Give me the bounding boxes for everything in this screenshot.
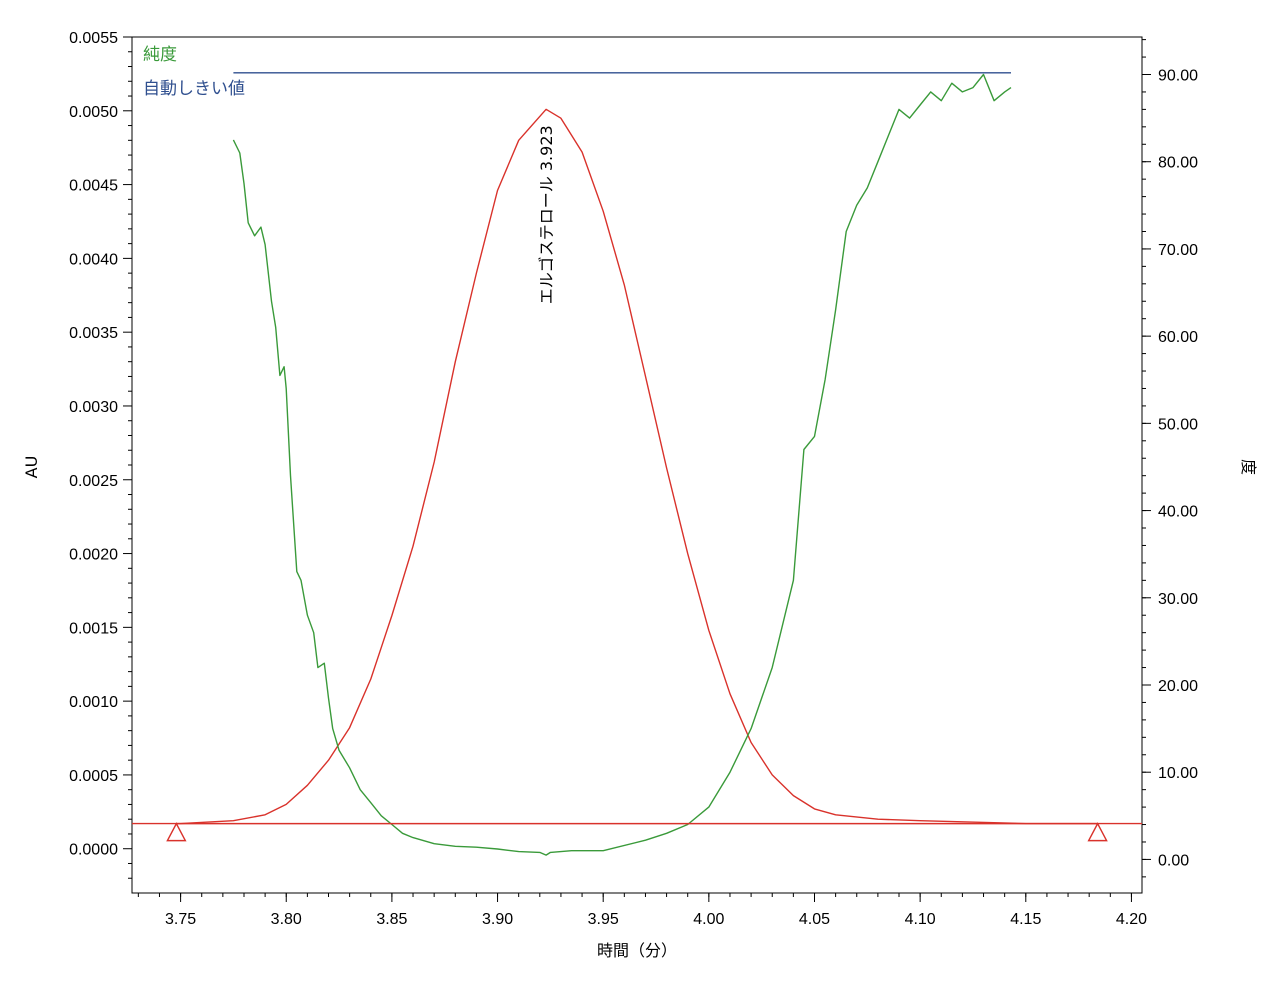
series-layer: [132, 72, 1142, 856]
y-left-tick-label: 0.0040: [69, 251, 118, 268]
y-right-tick-label: 20.00: [1158, 678, 1198, 695]
y-right-tick-label: 60.00: [1158, 329, 1198, 346]
y-left-tick-label: 0.0020: [69, 547, 118, 564]
y-left-tick-label: 0.0025: [69, 473, 118, 490]
legend-threshold-label: 自動しきい値: [143, 79, 245, 99]
series-line-0: [132, 108, 1142, 825]
x-tick-label: 4.20: [1116, 911, 1147, 928]
y-left-tick-label: 0.0000: [69, 842, 118, 859]
x-tick-label: 4.05: [799, 911, 830, 928]
y-left-tick-label: 0.0010: [69, 694, 118, 711]
y-left-tick-label: 0.0055: [69, 30, 118, 47]
y-left-tick-label: 0.0015: [69, 620, 118, 637]
y-left-axis-title: AU: [22, 456, 41, 479]
y-left-tick-label: 0.0050: [69, 104, 118, 121]
y-right-tick-label: 70.00: [1158, 242, 1198, 259]
x-tick-label: 3.85: [376, 911, 407, 928]
x-tick-label: 4.15: [1010, 911, 1041, 928]
x-axis-ticks: 3.75 3.80 3.85 3.90 3.95 4.00 4.05 4.10 4.15 4.20: [137, 893, 1147, 928]
x-tick-label: 3.90: [482, 911, 513, 928]
x-tick-label: 4.10: [905, 911, 936, 928]
y-right-axis-title: 度: [1239, 459, 1258, 475]
baseline-marker: [166, 822, 187, 842]
series-line-1: [232, 73, 1012, 856]
legend-purity-label: 純度: [143, 45, 177, 65]
x-tick-label: 3.95: [588, 911, 619, 928]
baseline-marker: [1087, 822, 1108, 842]
y-right-tick-label: 30.00: [1158, 591, 1198, 608]
x-axis-title: 時間（分）: [597, 941, 677, 960]
y-right-tick-label: 90.00: [1158, 68, 1198, 85]
left-axis-ticks: 0.0000 0.0005 0.0010 0.0015 0.0020 0.0025 0.00…: [69, 30, 132, 879]
x-tick-label: 3.75: [165, 911, 196, 928]
y-left-tick-label: 0.0030: [69, 399, 118, 416]
y-right-tick-label: 50.00: [1158, 416, 1198, 433]
y-left-tick-label: 0.0035: [69, 325, 118, 342]
plot-area-frame: [131, 36, 1143, 894]
y-right-tick-label: 10.00: [1158, 765, 1198, 782]
baseline-layer: [166, 822, 1108, 842]
peak-annotation-label: エルゴステロール 3.923: [537, 125, 556, 304]
x-tick-label: 3.80: [271, 911, 302, 928]
y-right-tick-label: 0.00: [1158, 852, 1189, 869]
y-left-tick-label: 0.0005: [69, 768, 118, 785]
right-axis-ticks: 0.00 10.00 20.00 30.00 40.00 50.00 60.00 70.00 8…: [1142, 39, 1198, 878]
y-right-tick-label: 40.00: [1158, 504, 1198, 521]
x-tick-label: 4.00: [693, 911, 724, 928]
y-right-tick-label: 80.00: [1158, 155, 1198, 172]
y-left-tick-label: 0.0045: [69, 178, 118, 195]
